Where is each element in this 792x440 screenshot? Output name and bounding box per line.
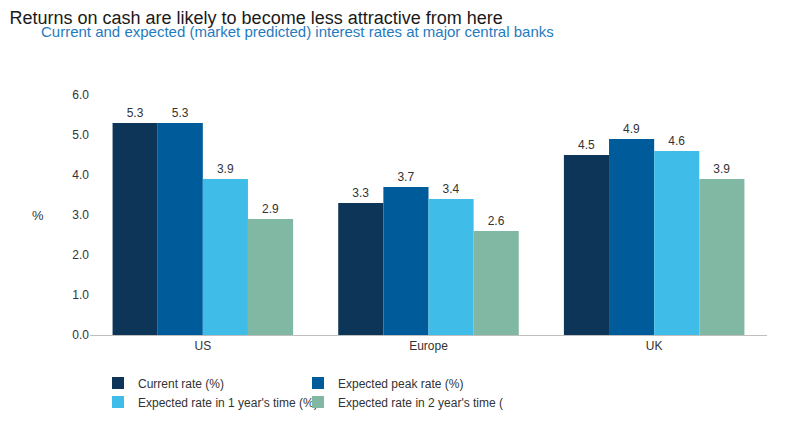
svg-text:Europe: Europe	[409, 339, 448, 353]
svg-text:Expected rate in 2 year's time: Expected rate in 2 year's time (%)	[338, 396, 503, 410]
svg-text:2.9: 2.9	[262, 202, 279, 216]
svg-text:Current rate (%): Current rate (%)	[138, 377, 224, 391]
svg-text:Expected rate in 1 year's time: Expected rate in 1 year's time (%)	[138, 396, 318, 410]
svg-text:4.9: 4.9	[623, 122, 640, 136]
svg-text:3.3: 3.3	[352, 186, 369, 200]
svg-text:2.6: 2.6	[488, 214, 505, 228]
svg-text:5.3: 5.3	[127, 106, 144, 120]
svg-text:1.0: 1.0	[72, 288, 89, 302]
svg-text:3.4: 3.4	[443, 182, 460, 196]
svg-text:4.6: 4.6	[668, 134, 685, 148]
svg-text:Returns on cash are likely to: Returns on cash are likely to become les…	[10, 8, 503, 28]
svg-text:2.0: 2.0	[72, 248, 89, 262]
svg-text:US: US	[194, 339, 211, 353]
svg-text:3.7: 3.7	[397, 170, 414, 184]
svg-text:%: %	[32, 208, 44, 223]
svg-text:0.0: 0.0	[72, 328, 89, 342]
svg-text:4.0: 4.0	[72, 168, 89, 182]
svg-text:5.3: 5.3	[172, 106, 189, 120]
svg-text:UK: UK	[646, 339, 663, 353]
svg-text:6.0: 6.0	[72, 88, 89, 102]
svg-text:4.5: 4.5	[578, 138, 595, 152]
svg-text:Expected peak rate (%): Expected peak rate (%)	[338, 377, 463, 391]
svg-text:Current and expected (market p: Current and expected (market predicted) …	[41, 23, 554, 40]
svg-text:5.0: 5.0	[72, 128, 89, 142]
svg-text:3.0: 3.0	[72, 208, 89, 222]
svg-text:3.9: 3.9	[713, 162, 730, 176]
svg-text:3.9: 3.9	[217, 162, 234, 176]
